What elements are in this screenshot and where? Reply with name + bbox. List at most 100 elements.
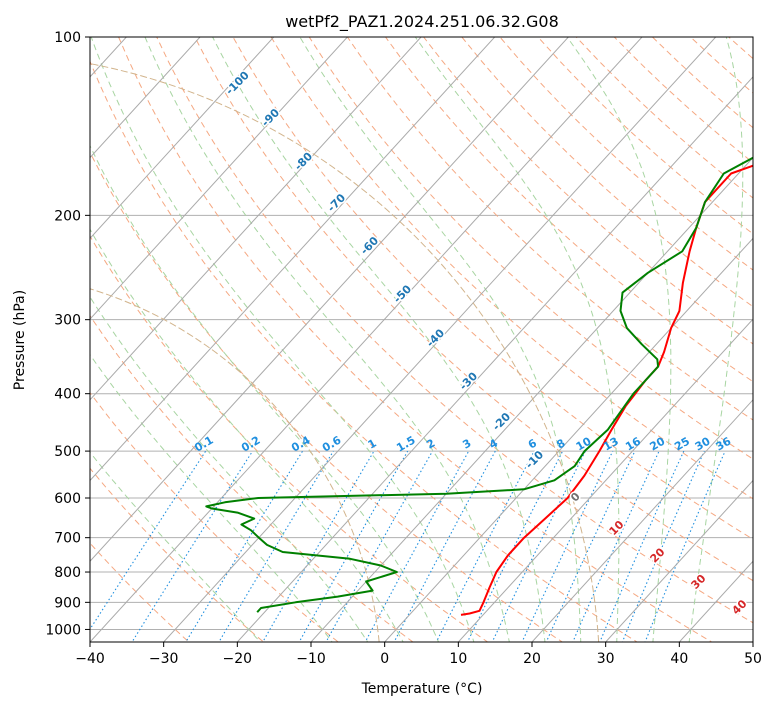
y-tick-label: 600 [54, 491, 81, 507]
temperature-line [460, 164, 753, 616]
isotherm-line [236, 76, 753, 642]
chart-title: wetPf2_PAZ1.2024.251.06.32.G08 [285, 12, 559, 32]
isotherm-line [90, 37, 496, 482]
isotherm-line [90, 37, 275, 240]
isotherm-line [90, 37, 349, 320]
x-axis: −40 −30 −20 −10 0 10 20 30 40 50 [75, 642, 762, 667]
moist-adiabat-line [144, 37, 510, 642]
curved-guide-line [90, 288, 380, 642]
moist-adiabats [90, 37, 744, 642]
moist-adiabat-line [414, 37, 620, 642]
mixing-ratio-line [131, 450, 254, 642]
dry-adiabat-line [461, 37, 753, 308]
isotherm-line [310, 156, 753, 642]
mixing-ratio-line [644, 450, 726, 642]
dewpoint-line [205, 156, 753, 613]
x-tick-label: −10 [296, 651, 326, 667]
x-tick-label: 10 [449, 651, 467, 667]
mixing-ratio-label: 4 [487, 436, 500, 451]
dry-adiabat-line [422, 37, 753, 345]
y-axis-label: Pressure (hPa) [12, 290, 28, 390]
isotherm-line [0, 10, 4, 654]
isotherm-line [752, 641, 753, 642]
dry-adiabat-line [613, 37, 753, 164]
mixing-ratio-line [393, 450, 496, 642]
isotherm-label: 20 [647, 545, 667, 565]
y-tick-label: 300 [54, 313, 81, 329]
isotherm-line [162, 37, 717, 642]
x-tick-label: 50 [744, 651, 762, 667]
x-tick-label: 40 [670, 651, 688, 667]
isotherm-label: -30 [457, 369, 480, 392]
x-tick-label: −30 [149, 651, 179, 667]
dry-adiabat-line [727, 37, 753, 60]
y-tick-label: 900 [54, 595, 81, 611]
y-tick-label: 200 [54, 208, 81, 224]
y-tick-label: 800 [54, 565, 81, 581]
y-tick-label: 100 [54, 30, 81, 46]
mixing-ratio-line [185, 450, 304, 642]
isotherm-line [531, 399, 753, 642]
y-tick-label: 1000 [45, 622, 81, 638]
y-tick-label: 700 [54, 531, 81, 547]
dry-adiabat-line [90, 314, 414, 642]
x-tick-label: 0 [380, 651, 389, 667]
isotherm-label: -50 [391, 282, 414, 305]
dry-adiabat-line [118, 37, 713, 642]
isotherm-label: 30 [689, 572, 709, 592]
plot-frame [89, 36, 754, 643]
dry-adiabat-line [270, 37, 753, 500]
moist-adiabat-line [566, 37, 672, 642]
moist-adiabat-line [299, 37, 582, 642]
isotherm-line [383, 237, 753, 642]
dry-adiabat-line [737, 10, 775, 654]
dry-adiabat-line [156, 37, 753, 624]
mixing-ratio-label: 2 [424, 437, 437, 452]
dry-adiabat-line [346, 37, 753, 421]
isotherm-label: 40 [729, 597, 749, 617]
isotherm-line [90, 37, 201, 159]
isotherm-label: -90 [259, 106, 282, 129]
mixing-ratio-line [599, 450, 685, 642]
isotherm-label: -60 [358, 234, 381, 257]
mixing-ratio-line [325, 450, 433, 642]
isotherm-label: 0 [568, 490, 583, 505]
moist-adiabat-line [90, 144, 440, 642]
moist-adiabat-line [90, 228, 404, 642]
isotherm-line [90, 37, 643, 642]
isotherm-line [457, 318, 753, 642]
isotherm-line [678, 560, 753, 642]
mixing-ratio-line [572, 450, 660, 642]
isotherm-label: -20 [490, 410, 513, 433]
isotherm-label: -80 [292, 150, 315, 173]
isotherm-label: -100 [223, 69, 252, 98]
dry-adiabat-line [90, 60, 638, 642]
sounding-series [205, 156, 753, 616]
curved-guide-line [90, 63, 600, 642]
mixing-ratio-line [262, 450, 375, 642]
isotherm-line [604, 479, 753, 642]
mixing-ratio-label: 3 [460, 437, 473, 452]
dry-adiabat-line [308, 37, 753, 460]
moist-adiabat-line [212, 37, 546, 642]
dry-adiabat-line [384, 37, 753, 383]
moist-adiabat-line [90, 37, 475, 642]
isotherm-label: 10 [606, 518, 626, 538]
mixing-ratio-line [90, 450, 207, 631]
moist-adiabat-line [90, 353, 333, 642]
moist-adiabat-line [90, 451, 261, 642]
moist-adiabat-line [688, 37, 744, 642]
moist-adiabat-line [90, 296, 369, 642]
isotherm-label: -70 [325, 191, 348, 214]
mixing-ratio-line [298, 450, 409, 642]
isotherm-line [90, 37, 570, 563]
mixing-ratio-line [491, 450, 586, 642]
x-tick-label: −40 [75, 651, 105, 667]
x-tick-label: −20 [223, 651, 253, 667]
x-axis-label: Temperature (°C) [361, 681, 483, 697]
mixing-ratio-line [435, 450, 535, 642]
mixing-ratio-line [621, 450, 705, 642]
dry-adiabat-line [90, 542, 190, 642]
